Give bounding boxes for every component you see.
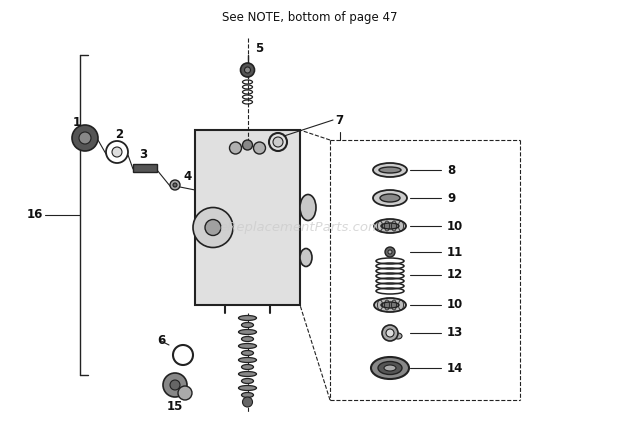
Circle shape bbox=[112, 147, 122, 157]
Ellipse shape bbox=[239, 343, 257, 349]
Circle shape bbox=[242, 397, 252, 407]
Circle shape bbox=[241, 63, 254, 77]
Circle shape bbox=[254, 142, 265, 154]
Ellipse shape bbox=[242, 351, 254, 355]
Ellipse shape bbox=[374, 298, 406, 312]
Bar bbox=[195, 130, 300, 305]
Text: 12: 12 bbox=[447, 268, 463, 282]
Circle shape bbox=[385, 247, 395, 257]
Bar bbox=[133, 164, 157, 172]
Circle shape bbox=[382, 325, 398, 341]
Ellipse shape bbox=[239, 357, 257, 363]
Text: 5: 5 bbox=[255, 42, 264, 55]
Ellipse shape bbox=[242, 379, 254, 383]
Text: 10: 10 bbox=[447, 298, 463, 312]
Circle shape bbox=[170, 180, 180, 190]
Ellipse shape bbox=[242, 323, 254, 327]
Text: 16: 16 bbox=[27, 209, 43, 221]
Text: 8: 8 bbox=[447, 164, 455, 176]
Text: 13: 13 bbox=[447, 326, 463, 340]
Circle shape bbox=[163, 373, 187, 397]
Ellipse shape bbox=[242, 337, 254, 341]
Ellipse shape bbox=[371, 357, 409, 379]
Ellipse shape bbox=[381, 223, 399, 229]
Ellipse shape bbox=[239, 329, 257, 335]
Text: 3: 3 bbox=[139, 148, 147, 161]
Circle shape bbox=[273, 137, 283, 147]
Ellipse shape bbox=[242, 365, 254, 369]
Text: 4: 4 bbox=[183, 170, 191, 184]
Circle shape bbox=[173, 183, 177, 187]
Circle shape bbox=[193, 207, 233, 248]
Circle shape bbox=[79, 132, 91, 144]
Text: 11: 11 bbox=[447, 245, 463, 259]
Ellipse shape bbox=[300, 248, 312, 267]
Text: 6: 6 bbox=[157, 335, 165, 348]
Text: 14: 14 bbox=[447, 362, 463, 374]
Ellipse shape bbox=[300, 195, 316, 220]
Ellipse shape bbox=[384, 365, 396, 371]
Text: 2: 2 bbox=[115, 128, 123, 140]
Ellipse shape bbox=[239, 385, 257, 391]
Ellipse shape bbox=[381, 302, 399, 308]
Circle shape bbox=[242, 140, 252, 150]
Ellipse shape bbox=[394, 333, 402, 339]
Ellipse shape bbox=[374, 219, 406, 233]
Ellipse shape bbox=[378, 362, 402, 374]
Text: eReplacementParts.com: eReplacementParts.com bbox=[219, 221, 381, 234]
Ellipse shape bbox=[380, 194, 400, 202]
Ellipse shape bbox=[242, 393, 254, 398]
Circle shape bbox=[244, 67, 250, 73]
Ellipse shape bbox=[373, 163, 407, 177]
Text: 7: 7 bbox=[335, 114, 343, 126]
Text: 10: 10 bbox=[447, 220, 463, 232]
Circle shape bbox=[205, 220, 221, 235]
Circle shape bbox=[170, 380, 180, 390]
Text: 15: 15 bbox=[167, 401, 183, 413]
Ellipse shape bbox=[239, 315, 257, 321]
Circle shape bbox=[386, 329, 394, 337]
Ellipse shape bbox=[239, 371, 257, 377]
Circle shape bbox=[229, 142, 242, 154]
Text: See NOTE, bottom of page 47: See NOTE, bottom of page 47 bbox=[222, 11, 398, 25]
Ellipse shape bbox=[379, 167, 401, 173]
Circle shape bbox=[72, 125, 98, 151]
Text: 9: 9 bbox=[447, 192, 455, 204]
Text: 1: 1 bbox=[73, 115, 81, 128]
Circle shape bbox=[388, 250, 392, 254]
Ellipse shape bbox=[373, 190, 407, 206]
Circle shape bbox=[178, 386, 192, 400]
